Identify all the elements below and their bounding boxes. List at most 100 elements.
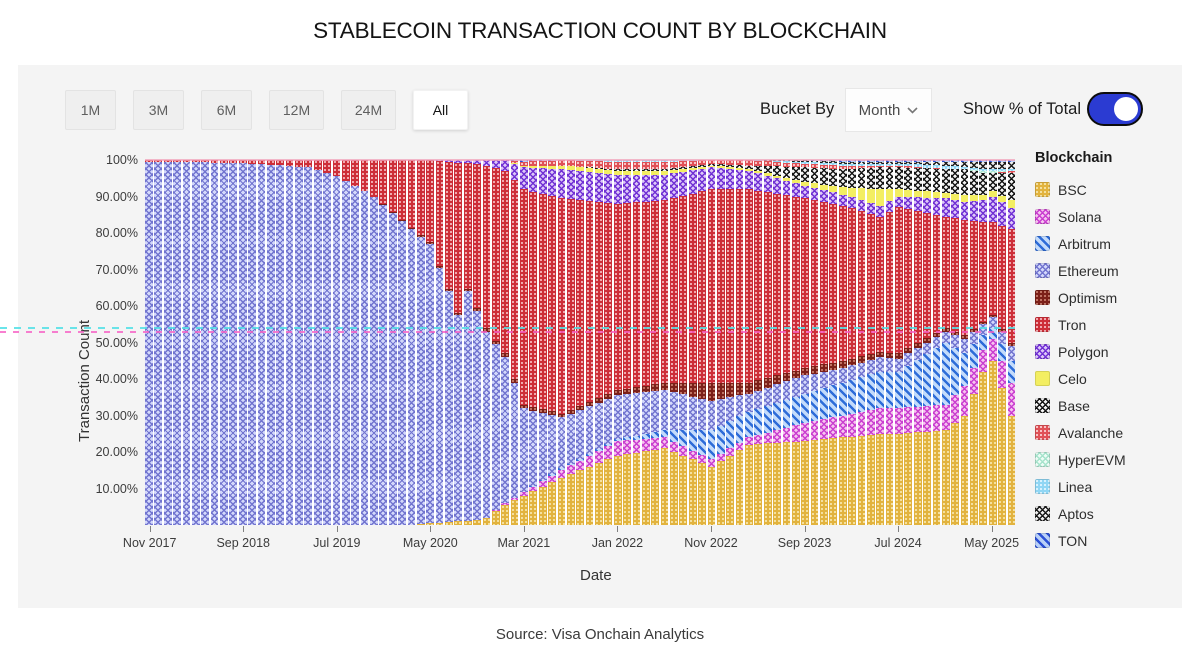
month-bar[interactable]	[641, 160, 650, 525]
month-bar[interactable]	[970, 160, 978, 525]
month-bar[interactable]	[782, 160, 791, 525]
month-bar[interactable]	[913, 160, 922, 525]
month-bar[interactable]	[351, 160, 360, 525]
month-bar[interactable]	[379, 160, 388, 525]
month-bar[interactable]	[501, 160, 510, 525]
month-bar[interactable]	[801, 160, 810, 525]
month-bar[interactable]	[426, 160, 435, 525]
month-bar[interactable]	[566, 160, 575, 525]
month-bar[interactable]	[660, 160, 669, 525]
month-bar[interactable]	[370, 160, 378, 525]
month-bar[interactable]	[866, 160, 875, 525]
month-bar[interactable]	[688, 160, 697, 525]
month-bar[interactable]	[491, 160, 500, 525]
month-bar[interactable]	[670, 160, 678, 525]
range-button-all[interactable]: All	[413, 90, 468, 130]
month-bar[interactable]	[248, 160, 256, 525]
month-bar[interactable]	[285, 160, 294, 525]
legend-item-polygon[interactable]: Polygon	[1035, 338, 1180, 365]
month-bar[interactable]	[923, 160, 931, 525]
month-bar[interactable]	[838, 160, 847, 525]
month-bar[interactable]	[510, 160, 519, 525]
month-bar[interactable]	[595, 160, 603, 525]
month-bar[interactable]	[763, 160, 772, 525]
month-bar[interactable]	[876, 160, 885, 525]
month-bar[interactable]	[735, 160, 744, 525]
month-bar[interactable]	[820, 160, 828, 525]
month-bar[interactable]	[332, 160, 341, 525]
legend-item-tron[interactable]: Tron	[1035, 311, 1180, 338]
month-bar[interactable]	[229, 160, 238, 525]
month-bar[interactable]	[632, 160, 641, 525]
month-bar[interactable]	[745, 160, 753, 525]
legend-item-solana[interactable]: Solana	[1035, 203, 1180, 230]
month-bar[interactable]	[979, 160, 988, 525]
legend-item-optimism[interactable]: Optimism	[1035, 284, 1180, 311]
legend-item-bsc[interactable]: BSC	[1035, 176, 1180, 203]
month-bar[interactable]	[585, 160, 594, 525]
show-percent-toggle[interactable]	[1087, 92, 1143, 126]
month-bar[interactable]	[651, 160, 660, 525]
month-bar[interactable]	[407, 160, 416, 525]
month-bar[interactable]	[895, 160, 903, 525]
month-bar[interactable]	[848, 160, 856, 525]
month-bar[interactable]	[576, 160, 585, 525]
month-bar[interactable]	[266, 160, 275, 525]
legend-item-avalanche[interactable]: Avalanche	[1035, 419, 1180, 446]
month-bar[interactable]	[857, 160, 866, 525]
month-bar[interactable]	[454, 160, 463, 525]
month-bar[interactable]	[210, 160, 219, 525]
month-bar[interactable]	[810, 160, 819, 525]
month-bar[interactable]	[904, 160, 913, 525]
month-bar[interactable]	[941, 160, 950, 525]
month-bar[interactable]	[360, 160, 369, 525]
stacked-bar-plot[interactable]	[145, 160, 1016, 525]
range-button-12m[interactable]: 12M	[269, 90, 324, 130]
month-bar[interactable]	[520, 160, 528, 525]
month-bar[interactable]	[773, 160, 781, 525]
month-bar[interactable]	[238, 160, 247, 525]
month-bar[interactable]	[341, 160, 350, 525]
legend-item-hyperevm[interactable]: HyperEVM	[1035, 446, 1180, 473]
month-bar[interactable]	[220, 160, 228, 525]
legend-item-base[interactable]: Base	[1035, 392, 1180, 419]
range-button-6m[interactable]: 6M	[201, 90, 252, 130]
month-bar[interactable]	[698, 160, 706, 525]
month-bar[interactable]	[557, 160, 566, 525]
month-bar[interactable]	[313, 160, 322, 525]
month-bar[interactable]	[145, 160, 153, 525]
legend-item-linea[interactable]: Linea	[1035, 473, 1180, 500]
month-bar[interactable]	[538, 160, 547, 525]
month-bar[interactable]	[885, 160, 894, 525]
month-bar[interactable]	[548, 160, 556, 525]
month-bar[interactable]	[445, 160, 453, 525]
month-bar[interactable]	[201, 160, 210, 525]
range-button-24m[interactable]: 24M	[341, 90, 396, 130]
month-bar[interactable]	[791, 160, 800, 525]
month-bar[interactable]	[463, 160, 472, 525]
month-bar[interactable]	[191, 160, 200, 525]
month-bar[interactable]	[623, 160, 631, 525]
month-bar[interactable]	[276, 160, 285, 525]
month-bar[interactable]	[416, 160, 425, 525]
legend-item-ton[interactable]: TON	[1035, 527, 1180, 554]
legend-item-arbitrum[interactable]: Arbitrum	[1035, 230, 1180, 257]
month-bar[interactable]	[951, 160, 960, 525]
range-button-3m[interactable]: 3M	[133, 90, 184, 130]
month-bar[interactable]	[435, 160, 444, 525]
month-bar[interactable]	[604, 160, 613, 525]
legend-item-ethereum[interactable]: Ethereum	[1035, 257, 1180, 284]
month-bar[interactable]	[998, 160, 1006, 525]
month-bar[interactable]	[182, 160, 191, 525]
month-bar[interactable]	[529, 160, 538, 525]
month-bar[interactable]	[398, 160, 406, 525]
month-bar[interactable]	[716, 160, 725, 525]
range-button-1m[interactable]: 1M	[65, 90, 116, 130]
month-bar[interactable]	[726, 160, 735, 525]
month-bar[interactable]	[473, 160, 481, 525]
month-bar[interactable]	[482, 160, 491, 525]
month-bar[interactable]	[154, 160, 163, 525]
month-bar[interactable]	[679, 160, 688, 525]
month-bar[interactable]	[1007, 160, 1016, 525]
month-bar[interactable]	[163, 160, 172, 525]
